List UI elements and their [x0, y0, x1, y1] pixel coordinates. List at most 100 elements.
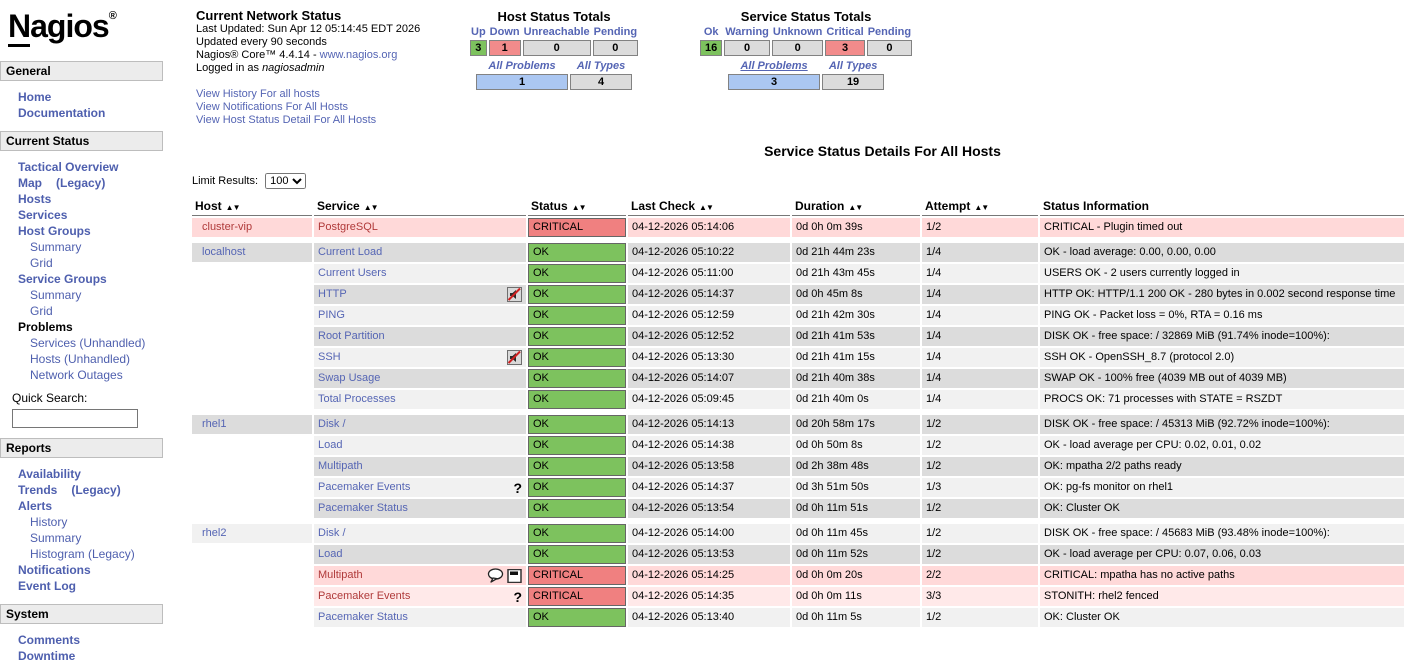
sidebar-item-grid[interactable]: Grid: [0, 255, 186, 271]
sidebar-item-hosts[interactable]: Hosts: [0, 191, 186, 207]
question-icon[interactable]: ?: [513, 479, 522, 496]
service-link-ssh[interactable]: SSH: [318, 351, 341, 363]
sidebar-item-service-groups[interactable]: Service Groups: [0, 271, 186, 287]
sidebar-item-summary[interactable]: Summary: [0, 530, 186, 546]
sidebar-link-tactical-overview[interactable]: Tactical Overview: [18, 160, 119, 174]
question-icon[interactable]: ?: [513, 588, 522, 605]
sidebar-item-documentation[interactable]: Documentation: [0, 105, 186, 121]
sort-arrows-icon[interactable]: ▲▼: [363, 203, 379, 212]
sidebar-link-downtime[interactable]: Downtime: [18, 649, 76, 663]
service-link-multipath[interactable]: Multipath: [318, 460, 363, 472]
sidebar-item-grid[interactable]: Grid: [0, 303, 186, 319]
sidebar-item-summary[interactable]: Summary: [0, 287, 186, 303]
sidebar-item-event-log[interactable]: Event Log: [0, 578, 186, 594]
sidebar-link-event-log[interactable]: Event Log: [18, 579, 77, 593]
comment-icon[interactable]: [487, 568, 504, 583]
sidebar-item-comments[interactable]: Comments: [0, 632, 186, 648]
sidebar-link-grid[interactable]: Grid: [30, 256, 53, 270]
all-types-link[interactable]: All Types: [576, 60, 626, 72]
limit-results-select[interactable]: 100: [265, 173, 307, 189]
totals-col-unknown[interactable]: Unknown: [772, 26, 823, 38]
sidebar-link-documentation[interactable]: Documentation: [18, 106, 106, 120]
totals-col-warning[interactable]: Warning: [725, 26, 769, 38]
service-link-disk[interactable]: Disk /: [318, 527, 346, 539]
quick-search-input[interactable]: [12, 409, 138, 428]
totals-col-critical[interactable]: Critical: [826, 26, 864, 38]
sidebar-link-trends[interactable]: Trends: [18, 483, 58, 497]
sidebar-link-host-groups[interactable]: Host Groups: [18, 224, 91, 238]
sidebar-item-trends[interactable]: Trends (Legacy): [0, 482, 186, 498]
all-problems-link[interactable]: All Problems: [740, 60, 808, 72]
sidebar-link-alerts[interactable]: Alerts: [18, 499, 53, 513]
totals-col-unreachable[interactable]: Unreachable: [523, 26, 590, 38]
service-link-ping[interactable]: PING: [318, 309, 345, 321]
downtime-icon[interactable]: [507, 568, 522, 583]
sort-arrows-icon[interactable]: ▲▼: [225, 203, 241, 212]
view-link-view-history-for-all-hosts[interactable]: View History For all hosts: [196, 88, 320, 100]
service-link-pacemaker-status[interactable]: Pacemaker Status: [318, 611, 408, 623]
totals-col-pending[interactable]: Pending: [593, 26, 638, 38]
sidebar-link-summary[interactable]: Summary: [30, 240, 82, 254]
view-link-view-notifications-for-all-hosts[interactable]: View Notifications For All Hosts: [196, 101, 349, 113]
host-link-localhost[interactable]: localhost: [202, 246, 246, 258]
totals-col-up[interactable]: Up: [471, 26, 486, 38]
sidebar-item-alerts[interactable]: Alerts: [0, 498, 186, 514]
sidebar-item-history[interactable]: History: [0, 514, 186, 530]
totals-col-pending[interactable]: Pending: [867, 26, 912, 38]
totals-col-ok[interactable]: Ok: [703, 26, 719, 38]
sidebar-link-summary[interactable]: Summary: [30, 288, 82, 302]
sidebar-item-availability[interactable]: Availability: [0, 466, 186, 482]
service-link-http[interactable]: HTTP: [318, 288, 347, 300]
sidebar-item-hosts-unhandled[interactable]: Hosts (Unhandled): [0, 351, 186, 367]
host-link-rhel1[interactable]: rhel1: [202, 418, 227, 430]
sidebar-item-services-unhandled[interactable]: Services (Unhandled): [0, 335, 186, 351]
all-problems-link[interactable]: All Problems: [488, 60, 556, 72]
service-link-postgresql[interactable]: PostgreSQL: [318, 221, 378, 233]
all-types-link[interactable]: All Types: [828, 60, 878, 72]
sidebar-link-network-outages[interactable]: Network Outages: [30, 368, 123, 382]
host-link-rhel2[interactable]: rhel2: [202, 527, 227, 539]
service-link-total-processes[interactable]: Total Processes: [318, 393, 396, 405]
service-link-root-partition[interactable]: Root Partition: [318, 330, 385, 342]
sidebar-link-summary[interactable]: Summary: [30, 531, 82, 545]
sidebar-link-home[interactable]: Home: [18, 90, 52, 104]
sidebar-link-trends-legacy[interactable]: (Legacy): [71, 483, 121, 497]
sidebar-link-histogram-legacy[interactable]: Histogram (Legacy): [30, 547, 135, 561]
service-link-load[interactable]: Load: [318, 439, 343, 451]
sidebar-item-map[interactable]: Map (Legacy): [0, 175, 186, 191]
sort-arrows-icon[interactable]: ▲▼: [974, 203, 989, 212]
host-link-cluster-vip[interactable]: cluster-vip: [202, 221, 253, 233]
service-link-multipath[interactable]: Multipath: [318, 569, 363, 581]
sort-arrows-icon[interactable]: ▲▼: [699, 203, 714, 212]
sort-arrows-icon[interactable]: ▲▼: [571, 203, 587, 212]
sidebar-item-host-groups[interactable]: Host Groups: [0, 223, 186, 239]
sidebar-item-histogram-legacy[interactable]: Histogram (Legacy): [0, 546, 186, 562]
sidebar-link-history[interactable]: History: [30, 515, 68, 529]
sidebar-item-downtime[interactable]: Downtime: [0, 648, 186, 664]
sidebar-link-availability[interactable]: Availability: [18, 467, 81, 481]
service-link-swap-usage[interactable]: Swap Usage: [318, 372, 381, 384]
sidebar-link-grid[interactable]: Grid: [30, 304, 53, 318]
service-link-pacemaker-events[interactable]: Pacemaker Events: [318, 590, 411, 602]
service-link-current-load[interactable]: Current Load: [318, 246, 383, 258]
sidebar-item-services[interactable]: Services: [0, 207, 186, 223]
sidebar-link-notifications[interactable]: Notifications: [18, 563, 91, 577]
totals-col-down[interactable]: Down: [489, 26, 520, 38]
sidebar-link-map[interactable]: Map: [18, 176, 42, 190]
sidebar-item-home[interactable]: Home: [0, 89, 186, 105]
sidebar-link-map-legacy[interactable]: (Legacy): [56, 176, 106, 190]
sidebar-link-comments[interactable]: Comments: [18, 633, 81, 647]
sidebar-link-services-unhandled[interactable]: Services (Unhandled): [30, 336, 146, 350]
view-link-view-host-status-detail-for-all-hosts[interactable]: View Host Status Detail For All Hosts: [196, 114, 377, 126]
service-link-disk[interactable]: Disk /: [318, 418, 346, 430]
nagios-org-link[interactable]: www.nagios.org: [319, 49, 398, 61]
sidebar-item-tactical-overview[interactable]: Tactical Overview: [0, 159, 186, 175]
sidebar-link-hosts-unhandled[interactable]: Hosts (Unhandled): [30, 352, 131, 366]
service-link-current-users[interactable]: Current Users: [318, 267, 387, 279]
sidebar-item-notifications[interactable]: Notifications: [0, 562, 186, 578]
service-link-pacemaker-events[interactable]: Pacemaker Events: [318, 481, 411, 493]
sidebar-link-service-groups[interactable]: Service Groups: [18, 272, 107, 286]
sort-arrows-icon[interactable]: ▲▼: [848, 203, 863, 212]
sidebar-item-summary[interactable]: Summary: [0, 239, 186, 255]
sidebar-link-services[interactable]: Services: [18, 208, 68, 222]
